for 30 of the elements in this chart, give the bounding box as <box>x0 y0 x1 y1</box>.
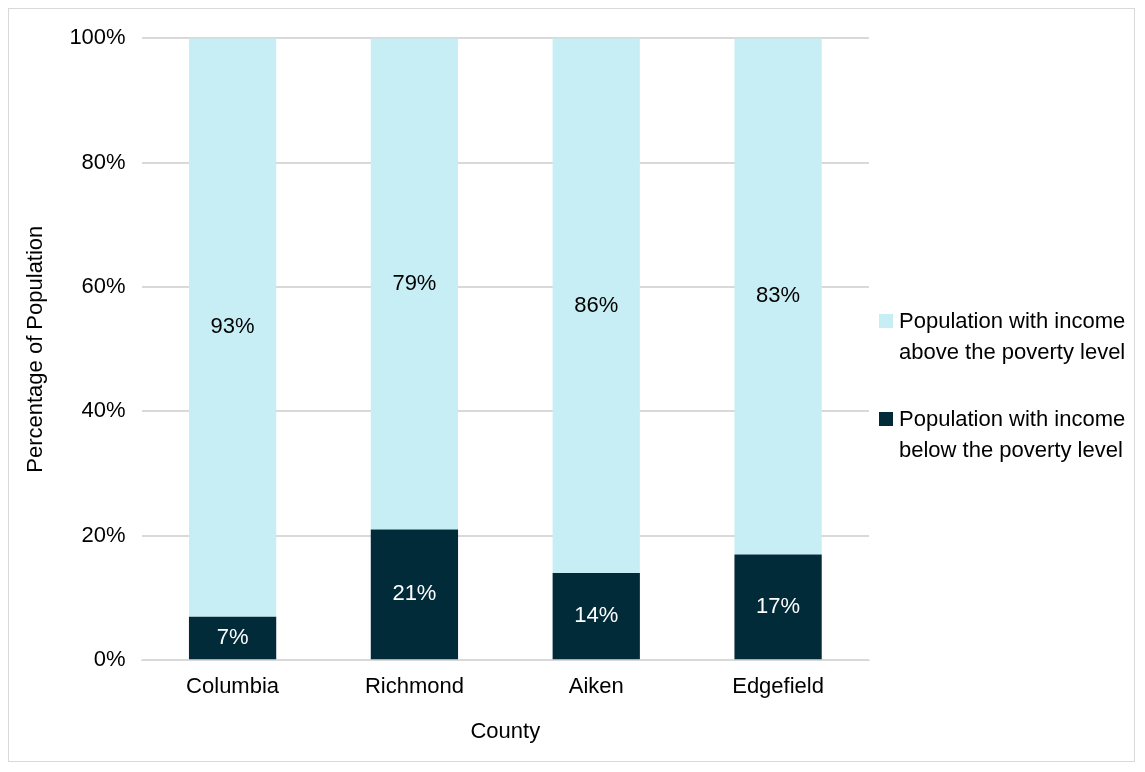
data-label: 83% <box>756 282 801 308</box>
bar <box>370 529 459 660</box>
y-tick-label: 40% <box>81 397 126 423</box>
legend-label: Population with income below the poverty level <box>899 405 1127 464</box>
bar <box>734 554 822 660</box>
x-tick-label: Columbia <box>186 673 280 699</box>
data-label: 17% <box>756 592 801 618</box>
bar <box>734 38 822 555</box>
data-label: 93% <box>210 313 255 339</box>
x-tick-label: Aiken <box>568 673 624 699</box>
y-tick-label: 0% <box>93 646 126 672</box>
y-tick-label: 100% <box>69 24 126 50</box>
data-label: 21% <box>392 580 437 606</box>
legend-label: Population with income above the poverty level <box>899 307 1127 366</box>
bar <box>552 573 640 660</box>
x-tick-label: Richmond <box>364 673 464 699</box>
data-label: 79% <box>392 269 437 295</box>
bar <box>188 38 277 617</box>
y-tick-label: 60% <box>81 273 126 299</box>
bar <box>552 38 640 574</box>
x-tick-label: Edgefield <box>732 673 824 699</box>
y-tick-label: 80% <box>81 148 126 174</box>
y-axis-title: Percentage of Population <box>22 225 48 473</box>
data-label: 86% <box>574 291 619 317</box>
data-label: 7% <box>216 623 249 649</box>
data-label: 14% <box>574 602 619 628</box>
y-tick-label: 20% <box>81 521 126 547</box>
bar <box>370 38 459 530</box>
x-axis-title: County <box>470 717 541 743</box>
bar <box>188 616 277 660</box>
